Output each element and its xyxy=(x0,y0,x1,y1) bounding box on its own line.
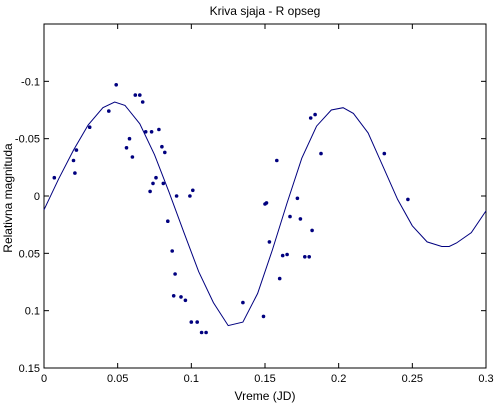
data-point xyxy=(148,189,152,194)
x-tick-label: 0.3 xyxy=(478,373,493,385)
x-tick-label: 0.05 xyxy=(107,373,128,385)
data-point xyxy=(298,217,303,221)
y-tick-label: 0.05 xyxy=(19,248,40,260)
data-point xyxy=(149,130,154,134)
data-point xyxy=(143,130,148,134)
data-point xyxy=(285,252,289,257)
x-tick-labels: 0 0.05 0.1 0.15 0.2 0.25 0.3 xyxy=(41,373,494,385)
data-points xyxy=(52,83,410,335)
data-point xyxy=(179,295,183,299)
data-point xyxy=(170,249,174,253)
data-point xyxy=(183,298,188,303)
y-tick-label: 0 xyxy=(34,191,40,203)
y-tick-labels: -0.1 -0.05 0 0.05 0.1 0.15 xyxy=(15,76,40,375)
y-axis-label: Relativna magnituda xyxy=(1,143,15,253)
data-point xyxy=(154,175,158,180)
data-point xyxy=(130,155,135,159)
data-point xyxy=(275,158,279,163)
data-point xyxy=(303,254,307,259)
data-point xyxy=(191,188,195,193)
data-point xyxy=(241,300,245,305)
data-point xyxy=(163,150,167,155)
data-point xyxy=(140,100,145,104)
data-point xyxy=(166,219,170,223)
data-point xyxy=(199,330,204,335)
y-tick-label: -0.05 xyxy=(15,134,40,146)
data-point xyxy=(73,171,77,175)
data-point xyxy=(107,109,111,113)
data-point xyxy=(313,112,317,117)
data-point xyxy=(171,294,176,298)
y-tick-label: -0.1 xyxy=(21,76,40,88)
data-point xyxy=(87,125,92,129)
data-point xyxy=(124,146,129,150)
y-tick-label: 0.1 xyxy=(25,306,40,318)
x-tick-label: 0.2 xyxy=(331,373,346,385)
data-point xyxy=(189,320,194,324)
data-point xyxy=(151,181,155,186)
data-point xyxy=(195,320,199,324)
data-point xyxy=(277,276,282,281)
x-axis-label: Vreme (JD) xyxy=(235,389,296,403)
data-point xyxy=(288,214,292,219)
plot-area xyxy=(43,23,487,369)
x-tick-label: 0.1 xyxy=(184,373,199,385)
x-tick-label: 0.15 xyxy=(254,373,275,385)
data-point xyxy=(127,136,132,141)
data-point xyxy=(114,83,118,87)
data-point xyxy=(319,151,323,156)
data-point xyxy=(71,158,76,163)
data-point xyxy=(188,194,192,198)
data-point xyxy=(174,194,179,198)
data-point xyxy=(310,228,314,233)
data-point xyxy=(157,127,161,132)
data-point xyxy=(261,314,266,319)
data-point xyxy=(264,201,269,205)
data-point xyxy=(267,240,272,244)
data-point xyxy=(52,175,57,180)
data-point xyxy=(308,116,313,120)
axis-ticks xyxy=(43,24,487,369)
data-point xyxy=(133,93,138,97)
data-point xyxy=(74,148,79,152)
x-tick-label: 0.25 xyxy=(402,373,423,385)
data-point xyxy=(382,151,387,156)
data-point xyxy=(138,93,142,97)
data-point xyxy=(280,253,285,258)
data-point xyxy=(406,197,410,202)
y-tick-label: 0.15 xyxy=(19,363,40,375)
data-point xyxy=(161,181,166,186)
data-point xyxy=(307,254,312,259)
data-point xyxy=(160,144,164,149)
data-point xyxy=(204,330,208,335)
data-point xyxy=(295,196,300,201)
x-tick-label: 0 xyxy=(41,373,47,385)
data-point xyxy=(173,272,177,276)
fit-curve xyxy=(43,101,487,327)
chart-title: Kriva sjaja - R opseg xyxy=(210,4,321,18)
